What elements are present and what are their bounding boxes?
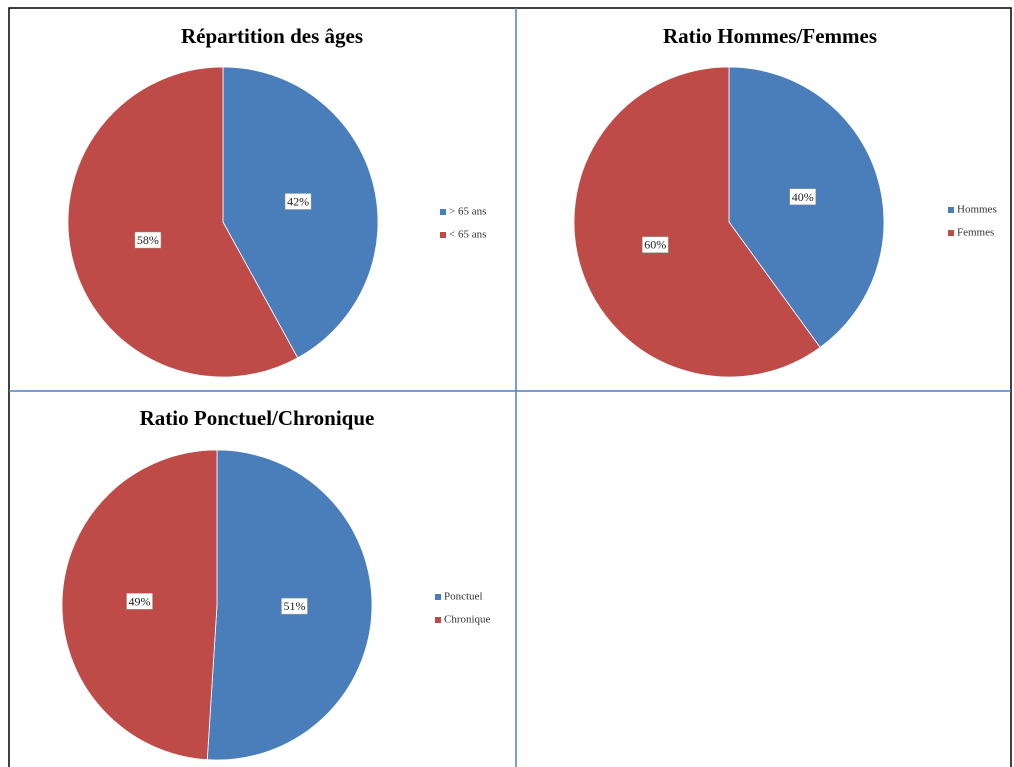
data-label: 49% (129, 594, 151, 608)
data-label-box (642, 236, 669, 253)
chart-title: Répartition des âges (181, 24, 363, 48)
data-label-box (284, 193, 312, 210)
legend-label: Hommes (957, 204, 997, 216)
data-label: 51% (283, 599, 305, 613)
chart-title: Ratio Hommes/Femmes (663, 24, 877, 48)
legend-label: Ponctuel (444, 591, 483, 603)
data-label-box (126, 593, 153, 610)
data-label-box (789, 188, 816, 206)
pie-slice (573, 66, 821, 378)
data-label: 42% (287, 194, 309, 208)
data-label: 60% (644, 238, 666, 252)
legend-label: Femmes (957, 227, 994, 239)
legend-swatch (435, 617, 441, 623)
pie-slice (728, 66, 885, 348)
data-label-box (134, 231, 162, 249)
chart-title: Ratio Ponctuel/Chronique (140, 406, 375, 430)
legend-swatch (440, 209, 446, 215)
legend-label: < 65 ans (449, 229, 486, 241)
legend-swatch (948, 207, 954, 213)
legend-swatch (435, 594, 441, 600)
data-label-box (281, 597, 308, 615)
pie-slice (222, 66, 379, 359)
data-label: 40% (792, 190, 814, 204)
legend-label: Chronique (444, 614, 491, 626)
legend-swatch (948, 230, 954, 236)
data-label: 58% (137, 233, 159, 247)
legend-swatch (440, 232, 446, 238)
pie-slice (67, 66, 299, 378)
legend-label: > 65 ans (449, 206, 486, 218)
